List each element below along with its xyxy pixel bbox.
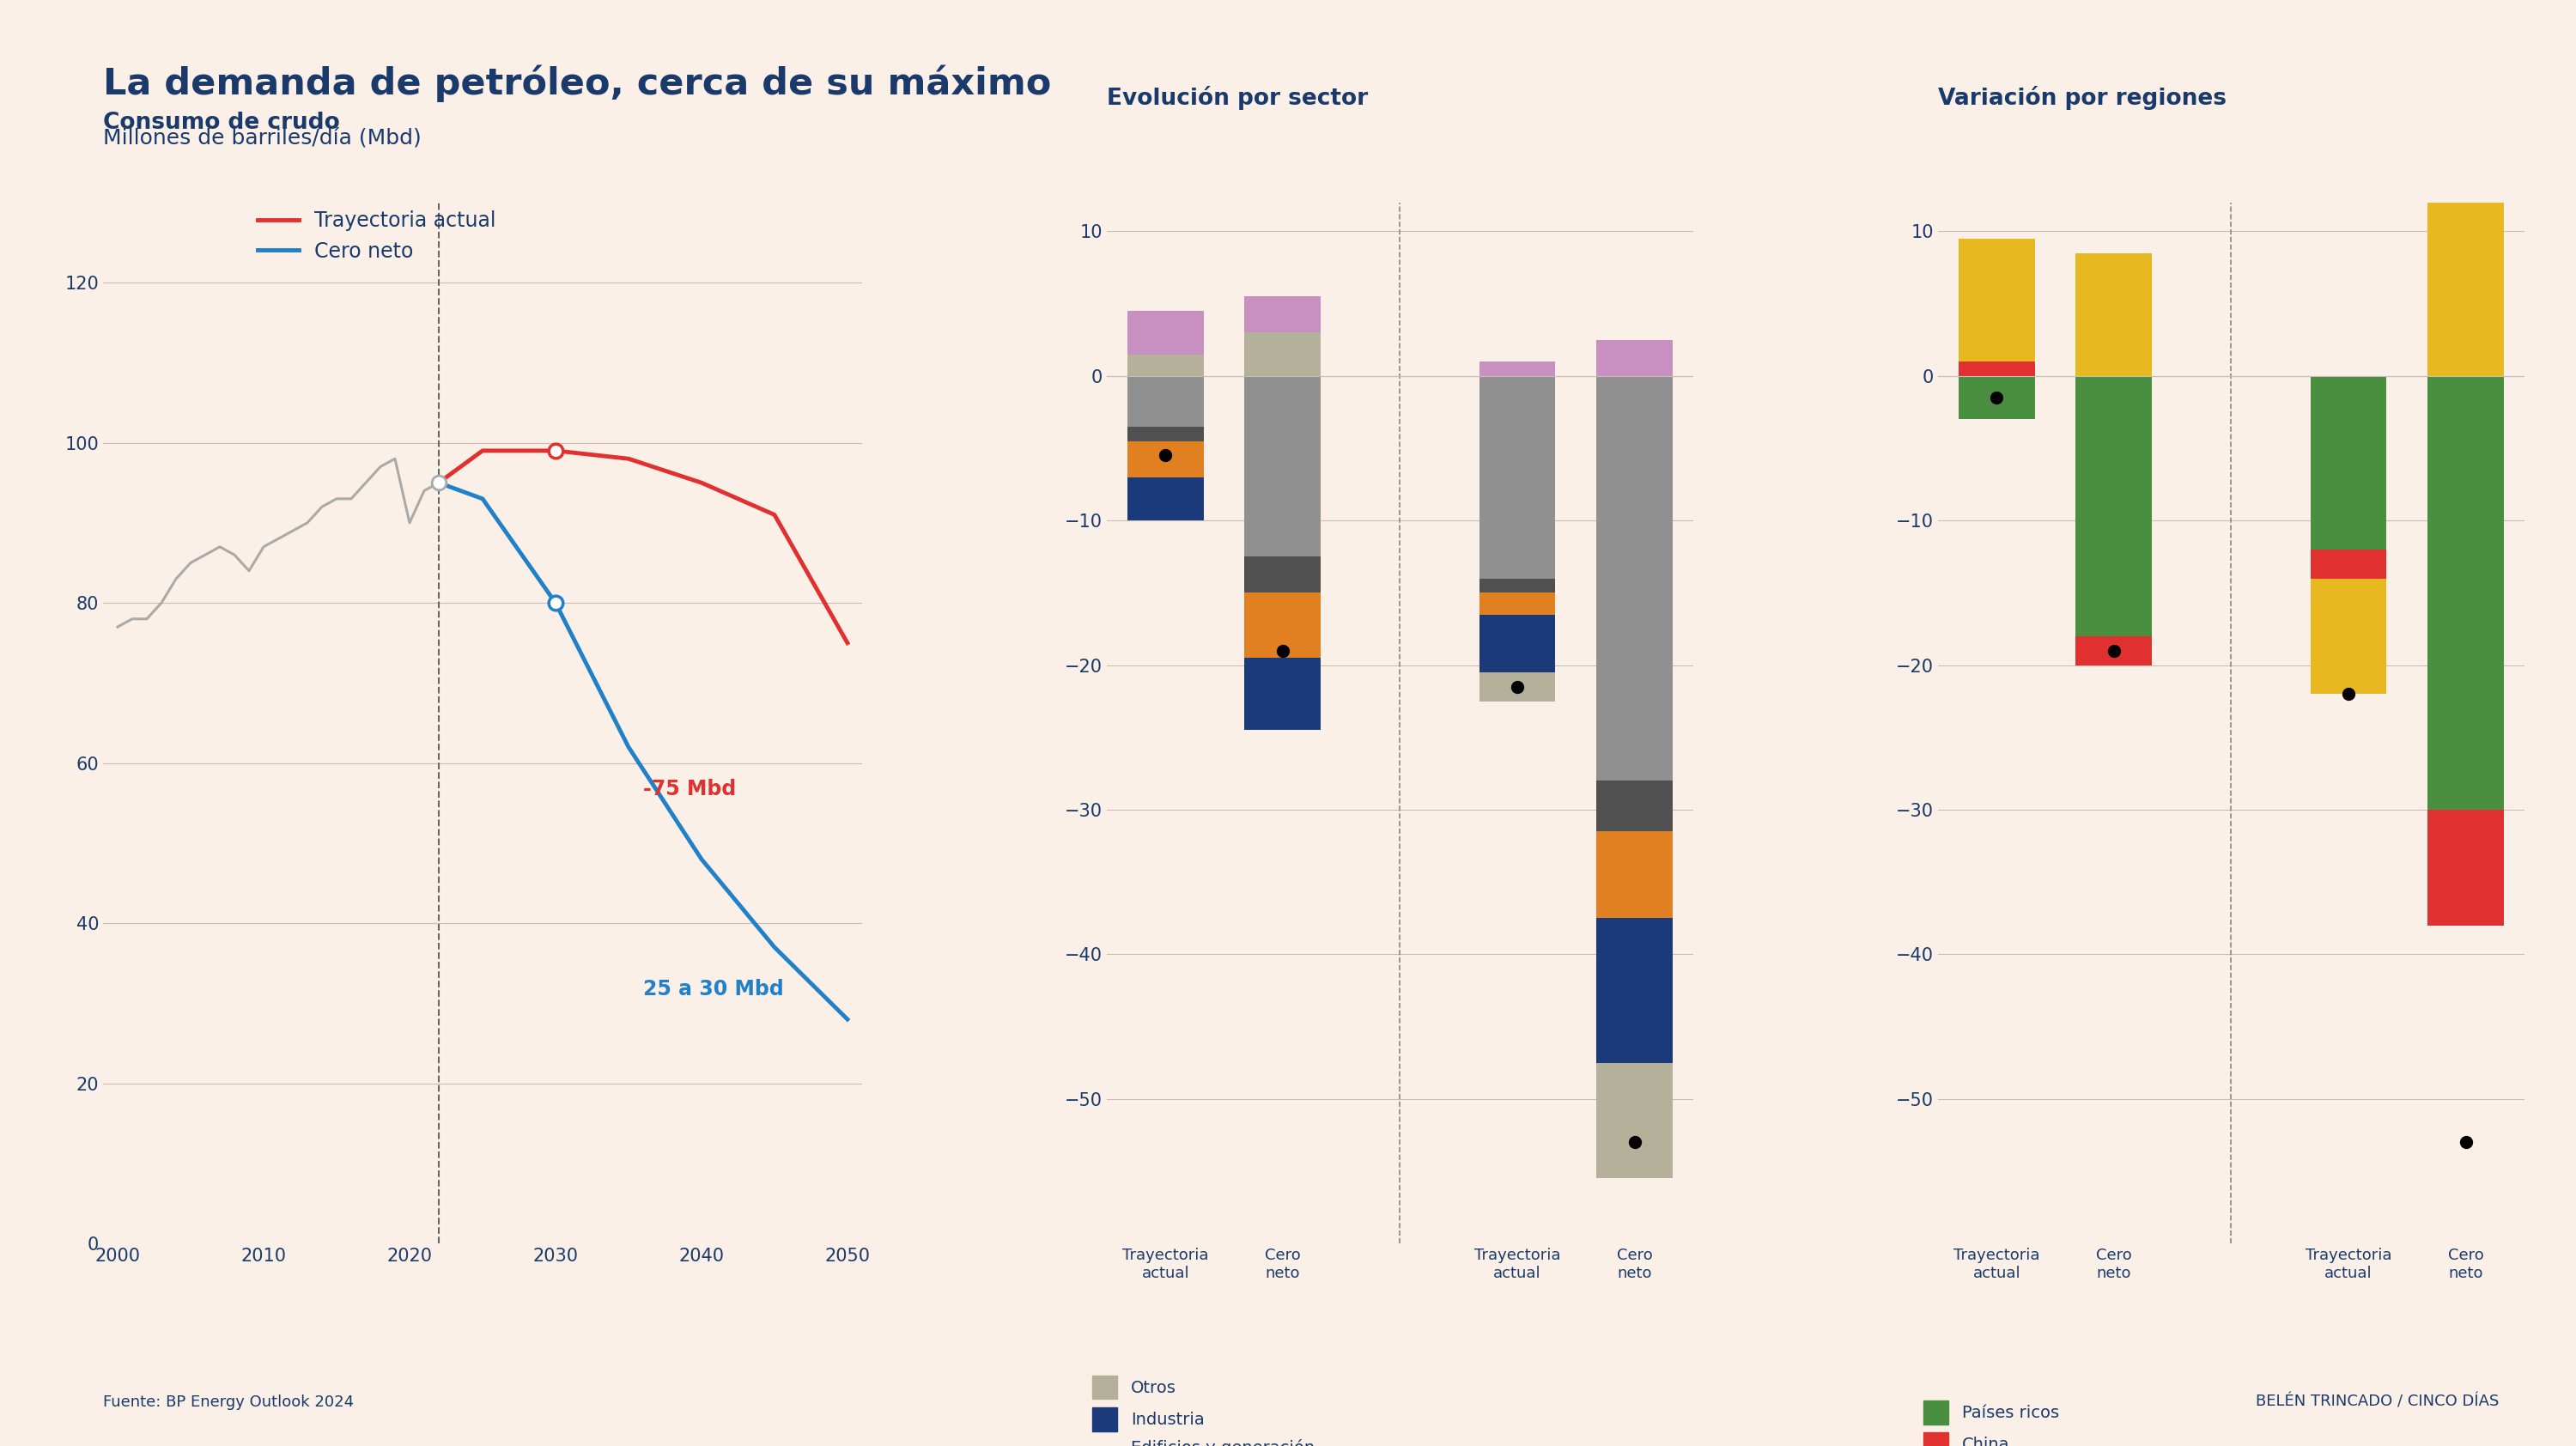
Text: La demanda de petróleo, cerca de su máximo: La demanda de petróleo, cerca de su máxi… [103,65,1051,103]
Bar [1244,333,1321,376]
Text: BELÉN TRINCADO / CINCO DÍAS: BELÉN TRINCADO / CINCO DÍAS [2257,1394,2499,1410]
Legend: Trayectoria actual, Cero neto: Trayectoria actual, Cero neto [250,202,505,270]
Bar [1479,672,1556,701]
Legend: Países ricos, China, Emergentes sin China, TOTAL: Países ricos, China, Emergentes sin Chin… [1917,1394,2151,1446]
Bar [1244,296,1321,333]
Bar [1479,376,1556,578]
Text: 25 a 30 Mbd: 25 a 30 Mbd [644,979,783,999]
Bar [1479,362,1556,376]
Bar [1479,615,1556,672]
Legend: Otros, Industria, Edificios y generación
de electricidad, Uso como materia prima: Otros, Industria, Edificios y generación… [1084,1369,1345,1446]
Bar [2076,636,2151,665]
Bar [2427,810,2504,925]
Bar [1128,427,1203,441]
Bar [1597,340,1672,376]
Text: Variación por regiones: Variación por regiones [1937,85,2226,110]
Bar [1958,376,2035,419]
Bar [2311,549,2385,578]
Text: Fuente: BP Energy Outlook 2024: Fuente: BP Energy Outlook 2024 [103,1394,353,1410]
Bar [1244,593,1321,658]
Bar [1128,477,1203,521]
Bar [1244,376,1321,557]
Bar [2427,376,2504,810]
Bar [1597,376,1672,781]
Bar [1479,578,1556,593]
Bar [1128,376,1203,427]
Bar [2076,253,2151,376]
Text: -75 Mbd: -75 Mbd [644,779,737,800]
Bar [1597,918,1672,1063]
Bar [1128,311,1203,354]
Bar [1958,362,2035,376]
Bar [1958,239,2035,362]
Bar [1244,658,1321,730]
Bar [2311,578,2385,694]
Bar [2076,376,2151,636]
Bar [1597,831,1672,918]
Text: Evolución por sector: Evolución por sector [1108,85,1368,110]
Bar [2311,376,2385,549]
Bar [1244,557,1321,593]
Text: Consumo de crudo: Consumo de crudo [103,111,340,133]
Bar [1128,354,1203,376]
Text: Millones de barriles/día (Mbd): Millones de barriles/día (Mbd) [103,127,422,147]
Bar [1597,1063,1672,1178]
Bar [1597,781,1672,831]
Bar [1479,593,1556,615]
Bar [2427,58,2504,376]
Bar [1128,441,1203,477]
